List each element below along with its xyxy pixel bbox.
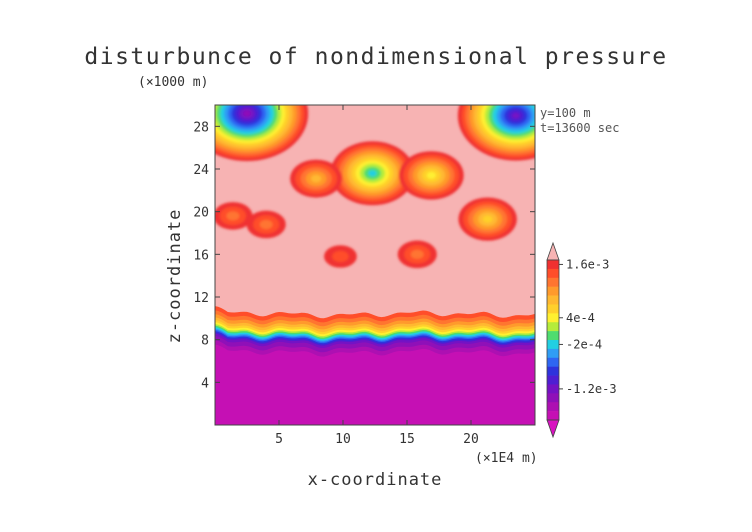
colorbar-segment: [547, 384, 559, 394]
x-tick-label: 5: [275, 432, 283, 447]
y-tick-label: 8: [201, 334, 209, 349]
contour-blob: [243, 110, 251, 117]
x-axis-unit: (×1E4 m): [475, 451, 538, 466]
y-tick-label: 20: [193, 206, 209, 221]
y-tick-label: 28: [193, 120, 209, 135]
colorbar-segment: [547, 375, 559, 385]
contour-blob: [226, 211, 240, 221]
contour-blob: [332, 250, 349, 263]
contour-blob: [368, 170, 377, 177]
colorbar-segment: [547, 348, 559, 359]
colorbar-bottom-triangle: [546, 419, 560, 439]
lower-layer-bands: [215, 306, 535, 425]
x-tick-label: 15: [399, 432, 415, 447]
contour-blob: [310, 174, 322, 183]
colorbar: 1.6e-3 4e-4 -2e-4 -1.2e-3: [546, 241, 617, 439]
chart-title: disturbunce of nondimensional pressure: [84, 44, 668, 70]
colorbar-frame: [546, 259, 560, 421]
colorbar-segment: [547, 340, 559, 350]
colorbar-label: 4e-4: [566, 311, 595, 325]
colorbar-top-triangle: [546, 241, 560, 261]
contour-blob: [259, 219, 273, 230]
colorbar-segment: [547, 268, 559, 279]
contour-blob: [482, 215, 493, 223]
x-axis-label: x-coordinate: [307, 470, 443, 490]
colorbar-label: -2e-4: [566, 337, 602, 351]
x-ticks: 5 10 15 20: [275, 105, 479, 447]
contour-blob: [410, 249, 424, 259]
colorbar-segment: [547, 322, 559, 332]
layer-band: [215, 344, 535, 425]
annotation-y-position: y=100 m: [540, 106, 591, 120]
x-tick-label: 10: [335, 432, 351, 447]
colorbar-segment: [547, 304, 559, 314]
colorbar-segment: [547, 331, 559, 341]
colorbar-segment: [547, 277, 559, 287]
contour-blob: [511, 112, 520, 119]
y-tick-label: 24: [193, 163, 209, 178]
annotation-time: t=13600 sec: [540, 121, 620, 135]
colorbar-segment: [547, 313, 559, 323]
contour-field: [215, 105, 535, 425]
colorbar-segment: [547, 286, 559, 296]
feature-blobs: [215, 105, 535, 269]
z-axis-unit: (×1000 m): [138, 75, 209, 90]
colorbar-label: 1.6e-3: [566, 257, 609, 271]
y-tick-label: 4: [201, 376, 209, 391]
colorbar-segment: [547, 411, 559, 421]
colorbar-label: -1.2e-3: [566, 382, 617, 396]
x-tick-label: 20: [463, 432, 479, 447]
colorbar-segment: [547, 393, 559, 403]
colorbar-segment: [547, 366, 559, 376]
y-tick-label: 12: [193, 291, 209, 306]
colorbar-segment: [547, 402, 559, 412]
plot-frame: [214, 104, 536, 426]
y-ticks: 4 8 12 16 20 24 28: [193, 120, 535, 391]
colorbar-segment: [547, 260, 559, 270]
y-tick-label: 16: [193, 248, 209, 263]
contour-blob: [426, 171, 436, 179]
colorbar-segment: [547, 357, 559, 367]
colorbar-segment: [547, 295, 559, 305]
